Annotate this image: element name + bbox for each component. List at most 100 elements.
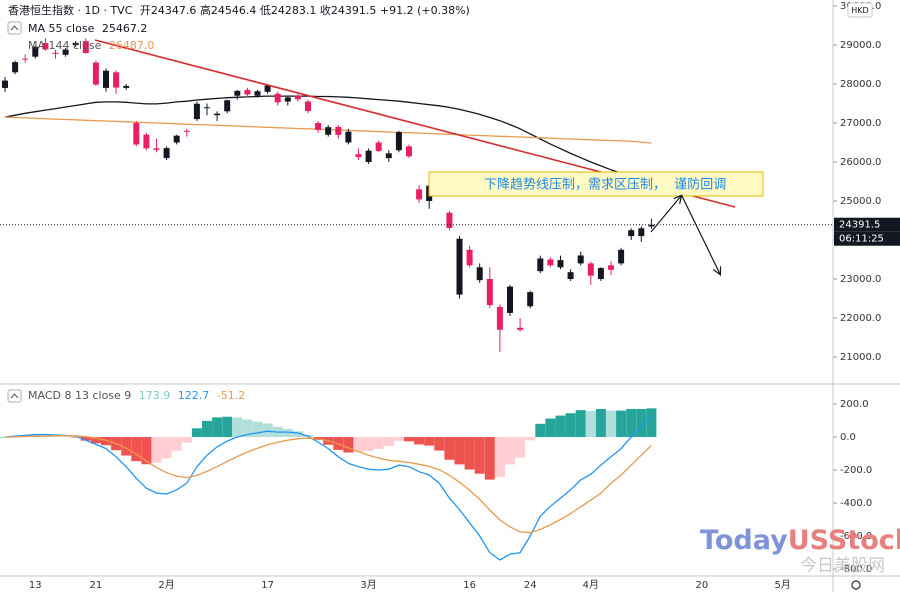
y-tick-label: 23000.0 — [840, 274, 881, 285]
histogram-bar — [101, 437, 111, 446]
candle-body — [72, 42, 79, 46]
currency-box[interactable] — [847, 2, 873, 18]
candle-body — [153, 148, 160, 150]
histogram-bar — [363, 437, 374, 452]
histogram-bar — [434, 437, 445, 451]
header: 香港恒生指数 · 1D · TVC 开24347.6 高24546.4 低242… — [8, 3, 470, 17]
histogram-bar — [212, 417, 223, 438]
histogram-bar — [555, 415, 566, 438]
ohlc-label: 收 — [320, 3, 331, 17]
candle-body — [274, 93, 281, 103]
histogram-bar — [404, 437, 414, 442]
candle-body — [2, 80, 8, 88]
y-tick-label: -800.0 — [840, 564, 872, 575]
y-tick-label: -400.0 — [840, 498, 872, 509]
candle-body — [264, 85, 271, 92]
legend-item: MA 55 close 25467.2 — [28, 22, 147, 35]
collapse-button[interactable] — [7, 389, 22, 403]
candle-body — [42, 43, 49, 50]
x-tick-label: 24 — [524, 580, 537, 591]
x-tick-label: 16 — [463, 580, 476, 591]
histogram-bar — [505, 437, 515, 465]
candle-body — [446, 212, 453, 228]
watermark-part: USStock — [788, 525, 900, 556]
histogram-bar — [0, 437, 10, 438]
histogram-bar — [585, 410, 596, 438]
candle-body — [183, 130, 190, 132]
watermark-part: Today — [700, 525, 788, 556]
x-tick-label: 21 — [90, 580, 103, 591]
legend-name: MACD 8 13 close 9 — [28, 389, 131, 402]
histogram-bar — [121, 437, 132, 456]
macd-legend: MACD 8 13 close 9 173.9 122.7 -51.2 — [28, 389, 245, 402]
candle-body — [284, 97, 291, 102]
histogram-bar — [181, 437, 192, 443]
x-tick-label: 20 — [696, 580, 709, 591]
histogram-bar — [90, 437, 101, 444]
legend-value: 173.9 — [139, 389, 171, 402]
histogram-bar — [616, 410, 627, 438]
candle-body — [567, 272, 574, 279]
histogram-bar — [474, 437, 485, 474]
collapse-button[interactable] — [7, 21, 22, 35]
collapse-icon — [10, 393, 19, 399]
legend-value: 26487.0 — [109, 39, 155, 52]
ohlc-label: 低 — [260, 4, 271, 17]
histogram-bar — [191, 428, 202, 438]
settings-icon[interactable] — [851, 580, 861, 590]
candle-body — [234, 90, 241, 96]
histogram-bar — [464, 437, 475, 470]
y-tick-label: -600.0 — [840, 531, 872, 542]
histogram-bar — [50, 436, 61, 438]
ohlc-value: 24283.1 — [271, 4, 317, 17]
histogram-bar — [262, 423, 273, 438]
histogram-bar — [545, 418, 556, 438]
histogram-bar — [414, 437, 425, 445]
histogram-bar — [393, 437, 404, 441]
histogram-bar — [424, 437, 435, 446]
histogram-bar — [292, 431, 303, 438]
histogram-bar — [515, 437, 526, 458]
candle-body — [648, 224, 655, 227]
candle-body — [496, 307, 503, 330]
histogram-bar — [80, 437, 91, 441]
countdown-tag — [834, 231, 900, 246]
histogram-bar — [343, 437, 354, 453]
y-tick-label: 200.0 — [840, 399, 869, 410]
histogram-bar — [171, 437, 182, 451]
y-tick-label: 28000.0 — [840, 79, 881, 90]
watermark-site: 今日美股网 — [800, 556, 885, 576]
macd-line — [4, 416, 652, 561]
candle-body — [365, 150, 372, 162]
histogram-bar — [232, 417, 243, 438]
histogram-bar — [454, 437, 465, 465]
candle-body — [557, 260, 564, 268]
annotation-box — [428, 171, 764, 197]
candle-body — [294, 95, 301, 100]
x-tick-label: 17 — [261, 580, 274, 591]
candle-body — [163, 148, 170, 159]
histogram-bar — [161, 437, 172, 459]
candle-body — [527, 292, 534, 307]
candle-body — [214, 113, 221, 116]
ohlc-value: 24546.4 — [211, 4, 257, 17]
x-tick-label: 5月 — [775, 579, 791, 591]
candle-body — [385, 153, 392, 159]
histogram-bar — [252, 421, 263, 438]
arrow — [681, 195, 720, 274]
histogram-bar — [353, 437, 364, 453]
last-price-tag — [834, 217, 900, 232]
candle-body — [244, 89, 251, 95]
x-tick-label: 3月 — [360, 579, 376, 591]
candle-body — [608, 265, 614, 270]
candle-body — [143, 134, 150, 149]
ohlc-value: 24347.6 — [151, 4, 197, 17]
candle-body — [133, 122, 140, 145]
histogram-bar — [565, 413, 576, 438]
plot-area: 21000.022000.023000.024000.025000.026000… — [0, 1, 881, 575]
last-price-label: 24391.5 — [839, 220, 880, 231]
histogram-bar — [646, 408, 657, 438]
legend-item: MA 144 close 26487.0 — [28, 39, 154, 52]
candle-body — [22, 58, 29, 60]
histogram-bar — [535, 423, 546, 438]
